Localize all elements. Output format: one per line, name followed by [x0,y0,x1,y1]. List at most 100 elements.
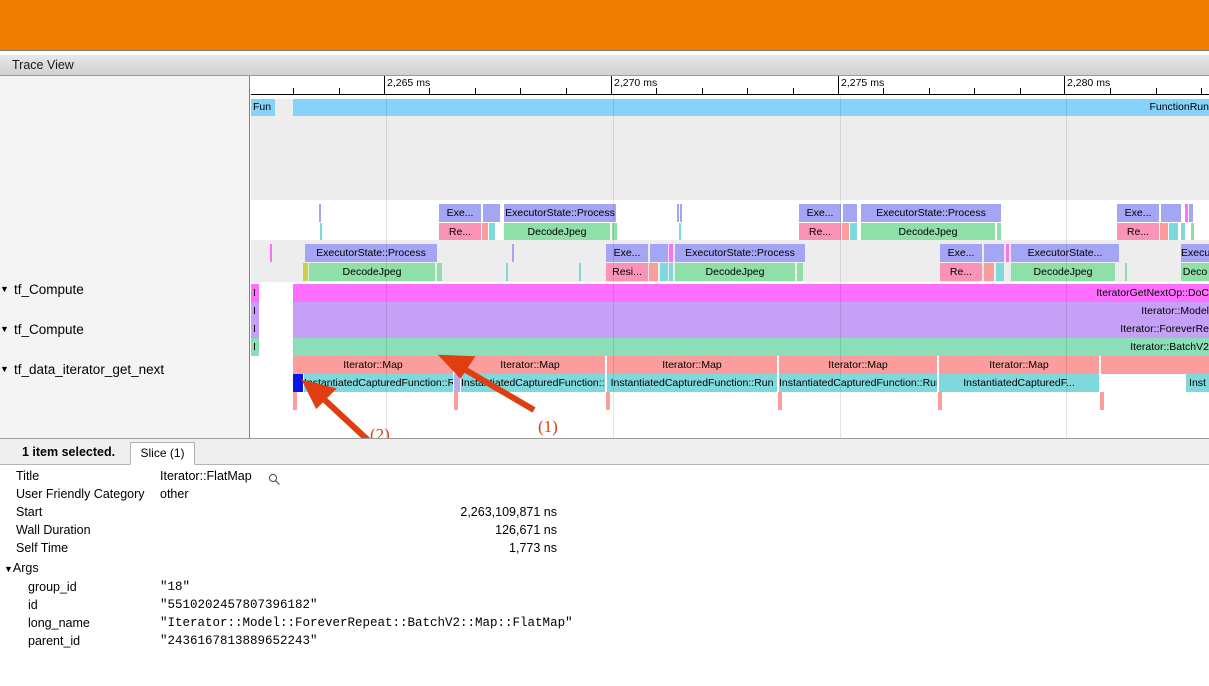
compute2-upper-slice[interactable] [984,244,1004,262]
compute1-upper-slice[interactable] [1185,204,1188,222]
captured-function-slice[interactable]: InstantiatedCapturedFunction::Run [779,374,937,392]
compute2-upper-slice[interactable]: Exe... [940,244,982,262]
compute1-lower-slice[interactable] [842,223,849,241]
time-ruler[interactable]: 2,265 ms 2,270 ms 2,275 ms 2,280 ms [251,76,1209,95]
track-label-tf-data-iterator-get-next[interactable]: ▼ tf_data_iterator_get_next [0,361,164,377]
iterator-stub-slice[interactable]: I [251,302,259,320]
compute2-lower-slice[interactable]: Resi... [606,263,648,281]
iterator-row-slice[interactable]: Iterator::Model [293,302,1209,320]
trace-hairline-slice[interactable] [679,223,681,241]
compute1-upper-slice[interactable]: Exe... [1117,204,1159,222]
track-label-tf-compute-1[interactable]: ▼ tf_Compute [0,281,84,297]
iterator-bottom-tick[interactable] [938,392,942,410]
captured-function-slice[interactable] [293,374,303,392]
captured-function-slice[interactable] [454,374,460,392]
iterator-stub-slice[interactable]: I [251,284,259,302]
args-section-header[interactable]: ▼Args [4,561,39,575]
compute2-upper-slice[interactable] [650,244,668,262]
trace-hairline-slice[interactable] [270,244,272,262]
compute2-upper-slice[interactable]: ExecutorState... [1011,244,1119,262]
search-icon[interactable] [268,473,281,486]
compute1-upper-slice[interactable] [843,204,857,222]
compute2-lower-slice[interactable] [984,263,994,281]
compute2-lower-slice[interactable] [996,263,1004,281]
compute2-lower-slice[interactable] [660,263,668,281]
compute2-lower-slice[interactable] [649,263,658,281]
iterator-map-slice[interactable]: Iterator::Map [607,356,777,374]
compute2-upper-slice[interactable] [1006,244,1009,262]
iterator-bottom-tick[interactable] [606,392,610,410]
iterator-bottom-tick[interactable] [1100,392,1104,410]
trace-hairline-slice[interactable] [1125,263,1127,281]
chevron-down-icon[interactable]: ▼ [0,364,9,375]
compute2-upper-slice[interactable]: Exe... [606,244,648,262]
iterator-map-slice[interactable] [1101,356,1209,374]
iterator-track[interactable]: I I I I IteratorGetNextOp::DoC Iterator::Mode… [251,76,1209,438]
compute1-lower-slice[interactable] [482,223,488,241]
function-run-slice[interactable]: FunctionRun [293,99,1209,116]
compute2-lower-slice[interactable] [437,263,442,281]
trace-canvas[interactable]: ▼ tf_Compute ▼ tf_Compute ▼ tf_data_iterato… [0,76,1209,438]
trace-hairline-slice[interactable] [677,204,679,222]
iterator-map-slice[interactable]: Iterator::Map [939,356,1099,374]
trace-hairline-slice[interactable] [512,244,514,262]
compute2-upper-slice[interactable]: Execu [1181,244,1209,262]
function-run-row[interactable]: Fun FunctionRun [251,76,1209,438]
compute1-upper-slice[interactable]: ExecutorState::Process [504,204,616,222]
trace-hairline-slice[interactable] [579,263,581,281]
compute1-lower-slice[interactable] [1169,223,1178,241]
compute2-lower-slice[interactable]: Re... [940,263,982,281]
trace-timeline-area[interactable]: 2,265 ms 2,270 ms 2,275 ms 2,280 ms Fun Func… [251,76,1209,438]
compute1-upper-slice[interactable] [483,204,500,222]
compute1-upper-slice[interactable]: Exe... [799,204,841,222]
iterator-map-slice[interactable]: Iterator::Map [779,356,937,374]
compute1-lower-slice[interactable]: Re... [439,223,481,241]
iterator-map-slice[interactable]: Iterator::Map [455,356,605,374]
compute-track-1[interactable]: Exe... ExecutorState::Process Exe... Execut… [251,76,1209,438]
iterator-bottom-tick[interactable] [454,392,458,410]
compute1-lower-slice[interactable] [1181,223,1185,241]
compute2-lower-slice[interactable]: DecodeJpeg [1011,263,1115,281]
compute1-lower-slice[interactable] [1160,223,1168,241]
compute1-lower-slice[interactable]: DecodeJpeg [861,223,995,241]
triangle-down-icon[interactable]: ▼ [4,564,13,574]
captured-function-slice[interactable]: InstantiatedCapturedFunction::Run [607,374,777,392]
compute1-lower-slice[interactable] [850,223,857,241]
trace-hairline-slice[interactable] [320,223,322,241]
compute1-lower-slice[interactable]: Re... [799,223,841,241]
iterator-row-slice[interactable]: Iterator::BatchV2 [293,338,1209,356]
trace-hairline-slice[interactable] [680,204,682,222]
iterator-map-slice[interactable]: Iterator::Map [293,356,453,374]
iterator-bottom-tick[interactable] [293,392,297,410]
iterator-stub-slice[interactable]: I [251,338,259,356]
compute-track-2[interactable]: ExecutorState::Process Exe... ExecutorStat… [251,76,1209,438]
compute2-lower-slice[interactable]: DecodeJpeg [675,263,795,281]
compute2-upper-slice[interactable] [669,244,673,262]
captured-function-slice[interactable]: Inst [1186,374,1209,392]
compute1-upper-slice[interactable]: Exe... [439,204,481,222]
compute1-lower-slice[interactable] [1191,223,1194,241]
iterator-bottom-tick[interactable] [778,392,782,410]
compute2-lower-slice[interactable] [797,263,803,281]
compute1-lower-slice[interactable]: Re... [1117,223,1159,241]
compute1-upper-slice[interactable] [1189,204,1193,222]
chevron-down-icon[interactable]: ▼ [0,284,9,295]
compute2-lower-slice[interactable]: DecodeJpeg [309,263,435,281]
compute2-lower-slice[interactable] [303,263,308,281]
captured-function-slice[interactable]: InstantiatedCapturedFunction::Run [304,374,453,392]
track-label-tf-compute-2[interactable]: ▼ tf_Compute [0,321,84,337]
trace-view-titlebar[interactable]: Trace View [0,54,1209,76]
captured-function-slice[interactable]: InstantiatedCapturedF... [939,374,1099,392]
compute2-upper-slice[interactable]: ExecutorState::Process [675,244,805,262]
compute1-lower-slice[interactable]: DecodeJpeg [504,223,610,241]
trace-hairline-slice[interactable] [319,204,321,222]
trace-hairline-slice[interactable] [506,263,508,281]
function-run-slice[interactable]: Fun [251,99,275,116]
compute1-upper-slice[interactable]: ExecutorState::Process [861,204,1001,222]
compute1-lower-slice[interactable] [489,223,495,241]
iterator-stub-slice[interactable]: I [251,320,259,338]
iterator-row-slice[interactable]: IteratorGetNextOp::DoC [293,284,1209,302]
chevron-down-icon[interactable]: ▼ [0,324,9,335]
compute1-upper-slice[interactable] [1161,204,1181,222]
compute2-lower-slice[interactable] [669,263,673,281]
